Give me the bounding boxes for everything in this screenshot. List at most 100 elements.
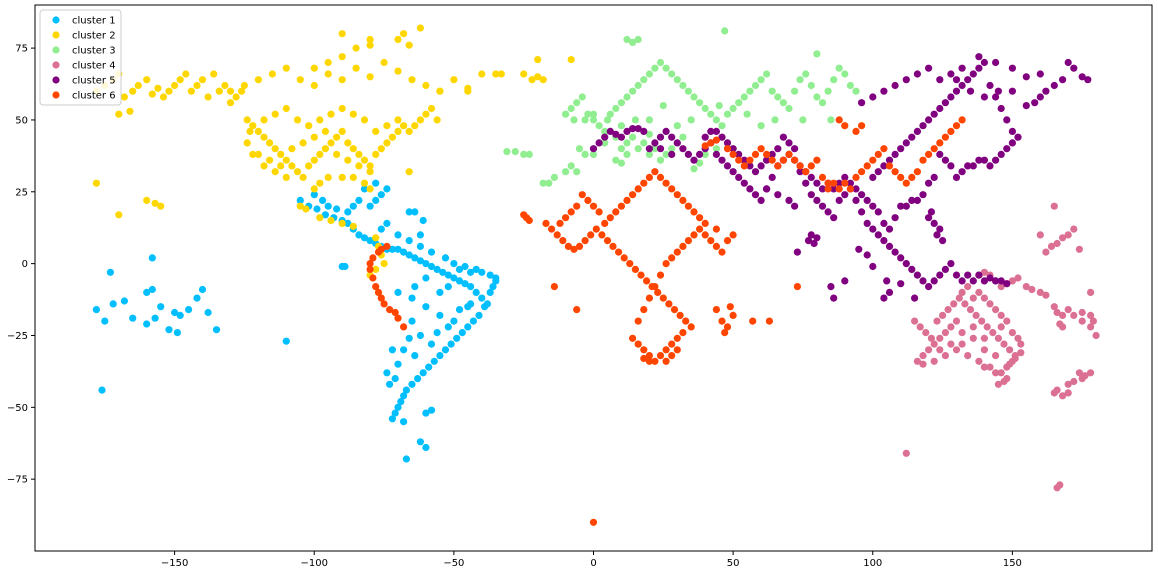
data-point (581, 116, 589, 124)
legend-label: cluster 6 (72, 91, 116, 102)
data-point (260, 116, 268, 124)
data-point (874, 231, 882, 239)
data-point (394, 67, 402, 75)
data-point (723, 237, 732, 245)
data-point (400, 323, 408, 331)
data-point (1008, 87, 1017, 95)
data-point (807, 81, 815, 90)
data-point (296, 76, 304, 84)
data-point (198, 76, 207, 84)
legend-label: cluster 5 (72, 76, 116, 87)
data-point (316, 179, 324, 187)
data-point (992, 58, 1000, 67)
data-point (679, 81, 687, 90)
data-point (266, 139, 274, 147)
data-point (818, 99, 827, 107)
data-point (260, 162, 268, 170)
data-point (757, 122, 765, 130)
data-point (369, 274, 377, 282)
data-point (969, 334, 977, 342)
data-point (204, 308, 212, 317)
data-point (869, 93, 877, 101)
data-point (1053, 308, 1061, 317)
data-point (467, 300, 475, 308)
data-point (980, 93, 989, 101)
data-point (913, 168, 922, 176)
data-point (151, 199, 159, 207)
data-point (676, 311, 684, 319)
data-point (503, 148, 511, 156)
data-point (696, 159, 704, 167)
data-point (573, 99, 581, 107)
data-point (1003, 116, 1011, 124)
data-point (589, 145, 598, 153)
data-point (718, 248, 726, 256)
data-point (668, 150, 676, 158)
data-point (793, 283, 802, 291)
data-point (316, 150, 324, 158)
y-tick-label: −75 (7, 475, 28, 486)
y-tick-label: −25 (7, 331, 28, 342)
data-point (433, 265, 441, 273)
data-point (774, 162, 782, 170)
data-point (310, 185, 318, 193)
data-point (986, 162, 994, 170)
data-point (1050, 389, 1058, 397)
data-point (858, 99, 866, 107)
data-point (525, 150, 533, 158)
data-point (662, 346, 670, 354)
data-point (305, 122, 313, 130)
data-point (567, 208, 575, 216)
data-point (458, 329, 466, 337)
data-point (402, 455, 410, 463)
data-point (729, 168, 737, 176)
data-point (919, 156, 927, 164)
data-point (595, 139, 603, 147)
data-point (735, 156, 743, 164)
data-point (925, 150, 933, 158)
data-point (684, 87, 693, 95)
data-point (296, 196, 304, 204)
data-point (436, 352, 444, 360)
data-point (383, 185, 391, 193)
data-point (447, 340, 455, 348)
data-point (520, 211, 528, 219)
data-point (333, 205, 341, 213)
data-point (545, 179, 553, 187)
data-point (950, 300, 958, 308)
data-point (679, 145, 687, 153)
data-point (129, 314, 137, 322)
data-point (897, 254, 905, 262)
data-point (818, 202, 827, 210)
data-point (662, 127, 670, 135)
data-point (427, 262, 436, 271)
data-point (427, 406, 436, 414)
data-point (450, 274, 458, 282)
data-point (707, 237, 715, 245)
data-point (282, 104, 290, 113)
data-point (240, 81, 248, 90)
data-point (941, 329, 950, 337)
data-point (349, 173, 357, 181)
data-point (925, 283, 933, 291)
data-point (952, 271, 961, 279)
data-point (802, 179, 810, 187)
data-point (997, 150, 1005, 158)
data-point (629, 334, 637, 342)
data-point (316, 116, 324, 124)
series-cluster-4 (902, 202, 1100, 492)
data-point (542, 219, 550, 227)
data-point (936, 104, 944, 113)
data-point (958, 168, 966, 176)
data-point (952, 122, 961, 130)
data-point (629, 191, 637, 199)
data-point (408, 294, 416, 302)
data-point (885, 288, 894, 296)
data-point (629, 38, 637, 47)
data-point (369, 254, 377, 262)
data-point (785, 139, 793, 147)
data-point (779, 156, 788, 164)
data-point (958, 277, 966, 285)
data-point (668, 185, 676, 193)
data-point (992, 277, 1000, 285)
